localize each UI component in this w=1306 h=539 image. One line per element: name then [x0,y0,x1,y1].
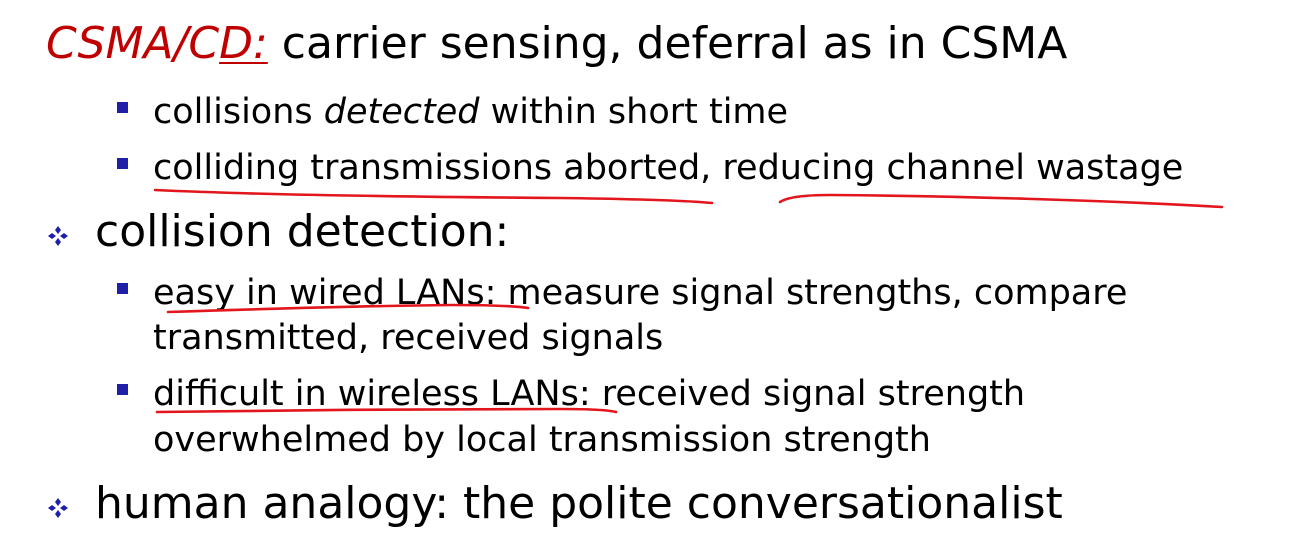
title-term-underlined: D: [219,18,268,69]
bullet-1-text-italic: detected [323,92,480,132]
bullet-1-text-after: within short time [479,92,789,132]
bullet-colliding-aborted: colliding transmissions aborted, reducin… [153,148,1184,188]
bullet-1-text-before: collisions [153,92,324,132]
diamond-bullet-icon [48,226,68,246]
diamond-bullet-icon [48,498,68,518]
title-term-prefix: CSMA/C [46,18,220,69]
bullet-wired-line2: transmitted, received signals [153,318,664,358]
bullet-wireless-line1: difficult in wireless LANs: received sig… [153,374,1026,414]
title-term: CSMA/CD: [46,18,268,69]
slide-title: CSMA/CD: carrier sensing, deferral as in… [46,22,1067,66]
square-bullet-icon [117,384,128,395]
title-rest: carrier sensing, deferral as in CSMA [267,18,1068,69]
bullet-wired-line1: easy in wired LANs: measure signal stren… [153,273,1128,313]
point-human-analogy: human analogy: the polite conversational… [95,478,1063,529]
ink-underline-reducing-wastage [778,193,1224,209]
square-bullet-icon [117,283,128,294]
point-collision-detection: collision detection: [95,206,510,257]
ink-underline-colliding-aborted [153,188,714,205]
square-bullet-icon [117,158,128,169]
bullet-wireless-line2: overwhelmed by local transmission streng… [153,420,931,460]
square-bullet-icon [117,102,128,113]
bullet-collisions-detected: collisions detected within short time [153,95,788,130]
